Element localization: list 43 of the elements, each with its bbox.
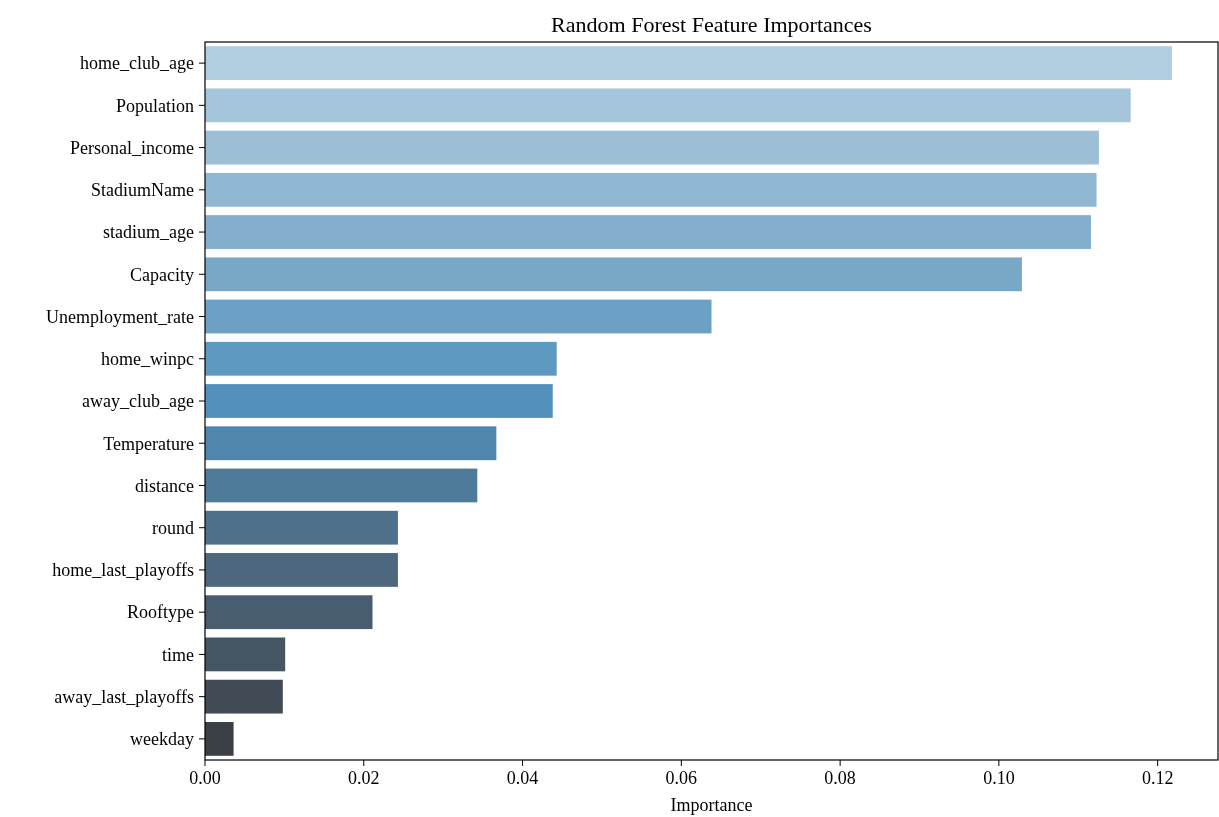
y-tick-label: Unemployment_rate [46, 306, 194, 327]
x-tick-label: 0.02 [348, 768, 380, 788]
bar [205, 299, 712, 334]
x-tick-label: 0.12 [1141, 768, 1174, 788]
chart-title: Random Forest Feature Importances [551, 12, 872, 37]
bar [205, 215, 1091, 249]
y-tick-label: Rooftype [127, 602, 194, 623]
y-tick-label: distance [135, 475, 194, 496]
y-tick-label: home_club_age [80, 53, 194, 74]
y-tick-label: Capacity [130, 264, 194, 285]
bar [205, 172, 1097, 207]
y-tick-label: Personal_income [70, 137, 194, 158]
y-tick-label: time [162, 644, 194, 665]
bar [205, 257, 1022, 292]
y-tick-label: away_club_age [82, 391, 194, 412]
y-tick-label: weekday [130, 729, 194, 750]
bar [205, 130, 1099, 165]
bar [205, 468, 478, 503]
x-axis-title: Importance [670, 795, 753, 815]
bar [205, 426, 497, 461]
y-tick-label: home_last_playoffs [52, 560, 194, 581]
y-tick-label: home_winpc [101, 349, 195, 370]
bar [205, 553, 398, 587]
x-tick-label: 0.06 [665, 768, 698, 788]
bar [205, 637, 286, 672]
bar [205, 510, 398, 545]
bar [205, 46, 1172, 81]
y-tick-label: Population [115, 95, 194, 116]
y-tick-label: StadiumName [91, 180, 195, 201]
x-tick-label: 0.08 [824, 768, 856, 788]
y-tick-label: round [152, 518, 194, 539]
y-tick-label: Temperature [103, 433, 195, 454]
x-tick-label: 0.04 [506, 768, 539, 788]
y-tick-label: away_last_playoffs [54, 686, 194, 707]
bar [205, 341, 557, 376]
x-tick-label: 0.00 [189, 768, 221, 788]
bar [205, 679, 283, 714]
bar [205, 721, 234, 756]
bar [205, 384, 553, 418]
bar [205, 595, 373, 630]
x-tick-label: 0.10 [983, 768, 1015, 788]
bar [205, 88, 1131, 123]
y-tick-label: stadium_age [103, 222, 194, 243]
